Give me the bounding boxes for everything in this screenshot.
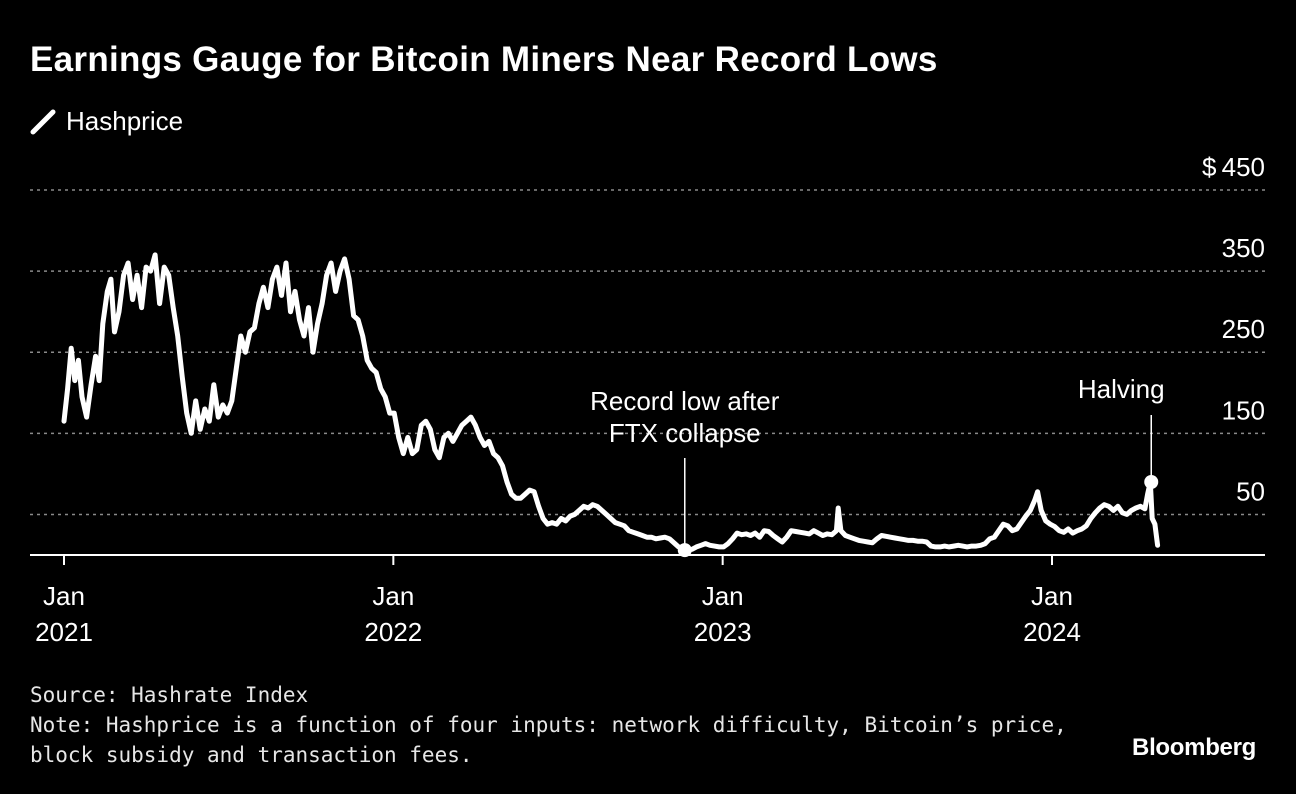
x-tick-label: 2024: [1023, 617, 1081, 647]
source-text: Source: Hashrate Index: [30, 683, 309, 707]
annotation-marker: [1144, 475, 1159, 489]
series-lines: [61, 252, 1161, 553]
y-axis-ticks: 50 150 250 350 $ 450: [1202, 152, 1265, 506]
y-tick-label: 250: [1222, 314, 1265, 344]
y-tick-label: 350: [1222, 233, 1265, 263]
annotation-label: Record low after: [590, 386, 780, 416]
source-note: Source: Hashrate Index Note: Hashprice i…: [30, 680, 1067, 770]
bloomberg-logo: Bloomberg: [1132, 734, 1256, 761]
series-line-hashprice: [61, 252, 1161, 553]
annotation-label: Halving: [1078, 374, 1165, 404]
legend-line-swatch: [30, 109, 56, 134]
annotation-marker: [677, 543, 692, 558]
x-tick-label: 2022: [364, 617, 422, 647]
x-tick-label: Jan: [1031, 581, 1073, 611]
legend-label: Hashprice: [66, 106, 184, 136]
x-tick-label: 2021: [35, 617, 93, 647]
grid-lines: [30, 189, 1265, 516]
annotation-label: FTX collapse: [609, 418, 761, 448]
y-tick-label: 150: [1222, 395, 1265, 425]
x-tick-label: 2023: [694, 617, 752, 647]
y-tick-label: 50: [1236, 476, 1265, 506]
y-tick-label: $ 450: [1202, 152, 1265, 182]
note-line-2: block subsidy and transaction fees.: [30, 743, 473, 767]
legend: Hashprice: [30, 106, 183, 137]
chart-title: Earnings Gauge for Bitcoin Miners Near R…: [30, 40, 938, 79]
x-tick-label: Jan: [372, 581, 414, 611]
x-tick-label: Jan: [702, 581, 744, 611]
x-tick-label: Jan: [43, 581, 85, 611]
x-axis: Jan 2021 Jan 2022 Jan 2023 Jan 2024: [30, 554, 1265, 647]
note-line-1: Note: Hashprice is a function of four in…: [30, 713, 1067, 737]
